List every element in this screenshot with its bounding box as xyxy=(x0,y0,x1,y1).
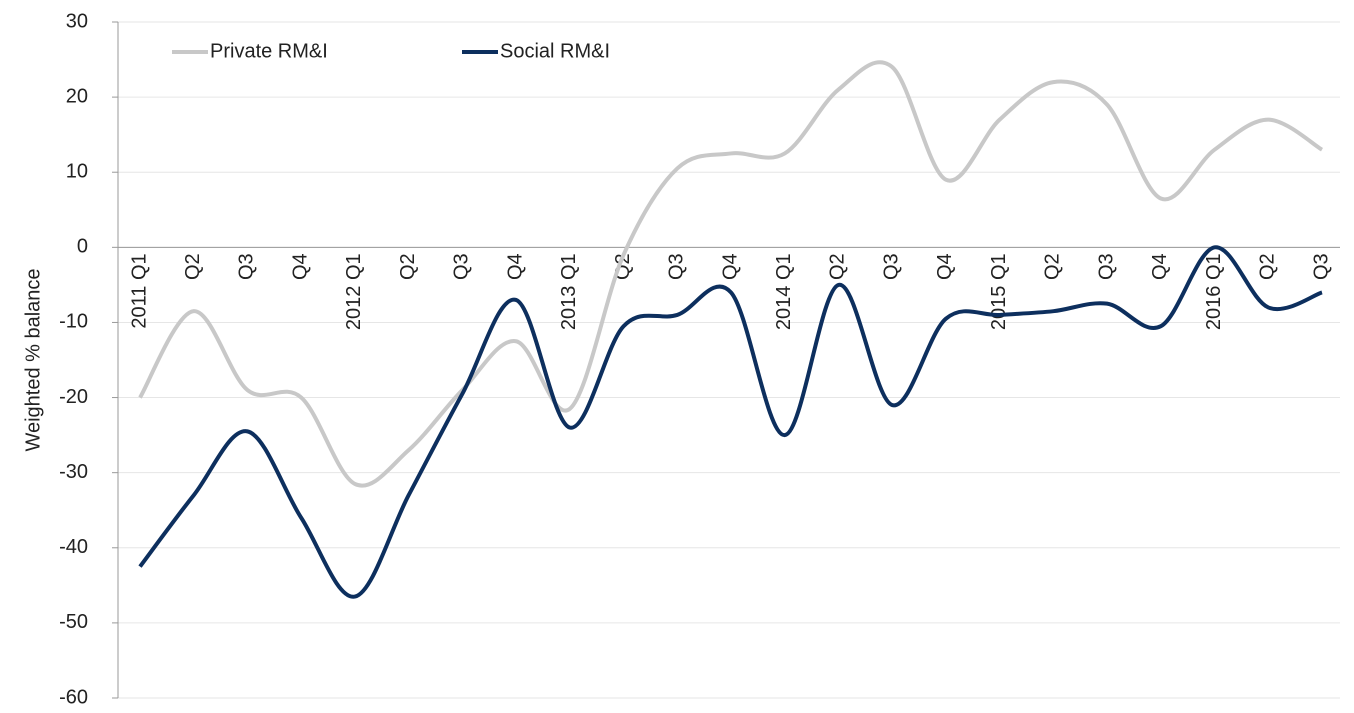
y-tick-label: -10 xyxy=(59,311,88,333)
series-line xyxy=(138,60,1324,488)
x-tick-label: Q4 xyxy=(504,253,526,280)
x-tick-label: Q2 xyxy=(827,253,849,280)
y-tick-label: -60 xyxy=(59,686,88,708)
y-tick-label: -20 xyxy=(59,386,88,408)
y-tick-label: -40 xyxy=(59,536,88,558)
x-tick-label: Q4 xyxy=(934,253,956,280)
x-tick-label: 2014 Q1 xyxy=(773,253,795,330)
y-tick-label: 30 xyxy=(66,10,88,32)
x-tick-label: Q3 xyxy=(1310,253,1332,280)
x-tick-label: Q2 xyxy=(1042,253,1064,280)
y-axis-label: Weighted % balance xyxy=(22,268,44,451)
x-tick-label: 2011 Q1 xyxy=(128,253,150,328)
series-line xyxy=(138,245,1323,599)
x-tick-label: Q4 xyxy=(289,253,311,280)
x-tick-label: Q2 xyxy=(1257,253,1279,280)
x-tick-label: 2012 Q1 xyxy=(343,253,365,330)
x-tick-label: Q2 xyxy=(397,253,419,280)
x-tick-label: Q3 xyxy=(666,253,688,280)
legend-label: Social RM&I xyxy=(500,40,610,62)
x-tick-label: 2013 Q1 xyxy=(558,253,580,330)
x-tick-label: Q3 xyxy=(451,253,473,280)
x-tick-label: Q3 xyxy=(1095,253,1117,280)
x-tick-label: 2016 Q1 xyxy=(1203,253,1225,330)
y-tick-label: 0 xyxy=(77,236,88,258)
y-tick-label: 10 xyxy=(66,161,88,183)
x-tick-label: Q3 xyxy=(880,253,902,280)
x-tick-label: Q4 xyxy=(1149,253,1171,280)
y-tick-label: -50 xyxy=(59,611,88,633)
x-tick-label: Q2 xyxy=(182,253,204,280)
y-tick-label: -30 xyxy=(59,461,88,483)
x-tick-label: Q3 xyxy=(236,253,258,280)
legend-label: Private RM&I xyxy=(210,40,328,62)
x-tick-label: 2015 Q1 xyxy=(988,253,1010,330)
y-tick-label: 20 xyxy=(66,85,88,107)
x-tick-label: Q4 xyxy=(719,253,741,280)
